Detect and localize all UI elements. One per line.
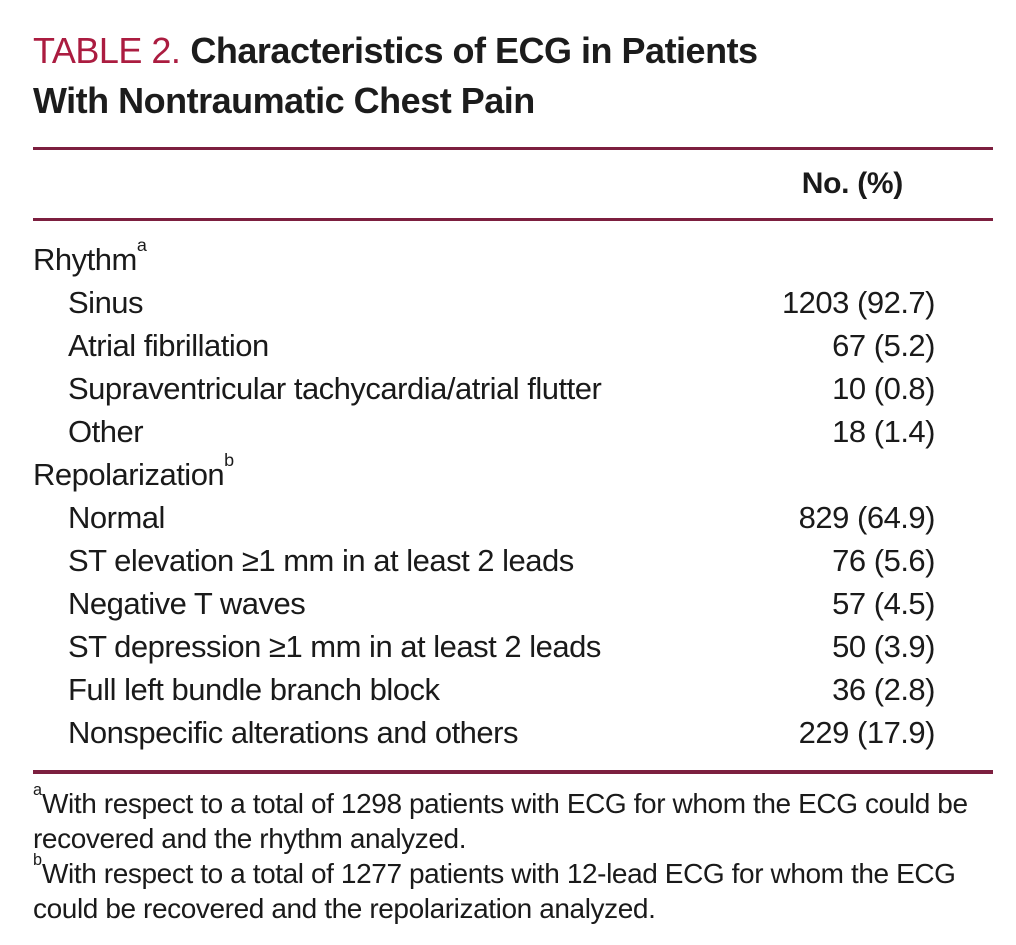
- table-title-line1: TABLE 2. Characteristics of ECG in Patien…: [33, 26, 993, 76]
- row-value: 67 (5.2): [832, 328, 935, 363]
- table-row: ST elevation ≥1 mm in at least 2 leads 7…: [33, 539, 993, 582]
- table-row: Normal 829 (64.9): [33, 496, 993, 539]
- footnote-text: With respect to a total of 1277 patients…: [33, 858, 956, 924]
- row-label-text: Negative T waves: [68, 586, 306, 621]
- ecg-characteristics-table: Rhythma Sinus 1203 (92.7) Atrial fibrill…: [33, 234, 993, 754]
- footnote-marker: b: [33, 851, 43, 870]
- row-value: 76 (5.6): [832, 543, 935, 578]
- row-label-text: Supraventricular tachycardia/atrial flut…: [68, 371, 602, 406]
- table-row: Supraventricular tachycardia/atrial flut…: [33, 367, 993, 410]
- table-row: Sinus 1203 (92.7): [33, 281, 993, 324]
- top-rule: [33, 147, 993, 150]
- row-value: 829 (64.9): [798, 500, 936, 535]
- row-label: Negative T waves: [33, 582, 693, 625]
- footnote-marker: a: [33, 781, 43, 800]
- no-pct-column-header: No. (%): [801, 167, 904, 200]
- table-row: Nonspecific alterations and others 229 (…: [33, 711, 993, 754]
- row-value: 10 (0.8): [832, 371, 935, 406]
- row-label-text: Sinus: [68, 285, 144, 320]
- row-value: 18 (1.4): [832, 414, 935, 449]
- table-row: Other 18 (1.4): [33, 410, 993, 453]
- row-label-text: Full left bundle branch block: [68, 672, 440, 707]
- row-label: Sinus: [33, 281, 693, 324]
- table-title: TABLE 2. Characteristics of ECG in Patien…: [33, 26, 993, 126]
- row-label: Rhythma: [33, 234, 693, 281]
- row-label: Other: [33, 410, 693, 453]
- row-label-text: Atrial fibrillation: [68, 328, 269, 363]
- row-label: Repolarizationb: [33, 449, 693, 496]
- row-value: [693, 453, 993, 496]
- footnotes: aWith respect to a total of 1298 patient…: [33, 782, 993, 926]
- row-label-text: ST elevation ≥1 mm in at least 2 leads: [68, 543, 574, 578]
- table-title-line2: With Nontraumatic Chest Pain: [33, 80, 535, 121]
- row-label-text: Normal: [68, 500, 165, 535]
- row-label-superscript: b: [224, 449, 235, 470]
- table-row: Full left bundle branch block 36 (2.8): [33, 668, 993, 711]
- row-label-text: Rhythm: [33, 242, 137, 277]
- row-value: [693, 238, 993, 281]
- table-row: Repolarizationb: [33, 449, 993, 496]
- row-label-superscript: a: [136, 234, 147, 255]
- row-value: 36 (2.8): [832, 672, 935, 707]
- table-row: ST depression ≥1 mm in at least 2 leads …: [33, 625, 993, 668]
- footnote: bWith respect to a total of 1277 patient…: [33, 852, 993, 926]
- row-label: Supraventricular tachycardia/atrial flut…: [33, 367, 693, 410]
- column-header-row: No. (%): [33, 150, 993, 218]
- footnote: aWith respect to a total of 1298 patient…: [33, 782, 993, 856]
- table-number-label: TABLE 2.: [33, 30, 181, 71]
- row-label: ST depression ≥1 mm in at least 2 leads: [33, 625, 693, 668]
- row-label: Atrial fibrillation: [33, 324, 693, 367]
- table-row: Rhythma: [33, 234, 993, 281]
- table-content: TABLE 2. Characteristics of ECG in Patien…: [33, 26, 993, 926]
- row-label: ST elevation ≥1 mm in at least 2 leads: [33, 539, 693, 582]
- row-label: Normal: [33, 496, 693, 539]
- footnote-text: With respect to a total of 1298 patients…: [33, 788, 968, 854]
- row-value: 57 (4.5): [832, 586, 935, 621]
- row-label-text: Other: [68, 414, 144, 449]
- table-row: Atrial fibrillation 67 (5.2): [33, 324, 993, 367]
- bottom-rule: [33, 770, 993, 774]
- row-label-text: Repolarization: [33, 457, 225, 492]
- row-label: Nonspecific alterations and others: [33, 711, 693, 754]
- table-title-text-line1: Characteristics of ECG in Patients: [190, 30, 758, 71]
- row-label-text: ST depression ≥1 mm in at least 2 leads: [68, 629, 601, 664]
- table-row: Negative T waves 57 (4.5): [33, 582, 993, 625]
- row-label-text: Nonspecific alterations and others: [68, 715, 518, 750]
- row-value: 229 (17.9): [798, 715, 936, 750]
- table-body: Rhythma Sinus 1203 (92.7) Atrial fibrill…: [33, 234, 993, 754]
- header-rule: [33, 218, 993, 221]
- row-value: 1203 (92.7): [781, 285, 936, 320]
- row-label: Full left bundle branch block: [33, 668, 693, 711]
- row-value: 50 (3.9): [832, 629, 935, 664]
